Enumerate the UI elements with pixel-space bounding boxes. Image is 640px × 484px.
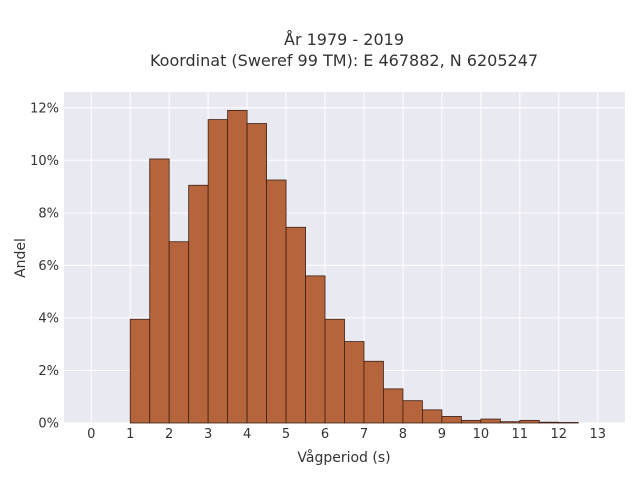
y-axis-label: Andel (13, 238, 29, 278)
y-tick-label: 2% (38, 364, 59, 379)
chart-title-line2: Koordinat (Sweref 99 TM): E 467882, N 62… (150, 51, 538, 70)
histogram-bar (168, 241, 190, 424)
histogram-bar (383, 388, 404, 424)
x-tick-label: 5 (282, 427, 290, 442)
x-tick-label: 9 (438, 427, 446, 442)
x-axis-label: Vågperiod (s) (297, 449, 390, 466)
histogram-bar (422, 409, 443, 424)
histogram-bar (441, 416, 462, 424)
x-tick-label: 4 (243, 427, 251, 442)
y-tick-label: 12% (30, 101, 59, 116)
histogram-bar (519, 419, 540, 424)
y-tick-labels: 0% 2% 4% 6% 8% 10% 12% (30, 101, 59, 431)
y-tick-label: 10% (30, 154, 59, 169)
x-tick-label: 10 (473, 427, 490, 442)
x-tick-label: 3 (204, 427, 212, 442)
histogram-bar (460, 419, 482, 424)
histogram-bar (266, 179, 287, 424)
histogram-bar (499, 421, 521, 424)
chart-title-line1: År 1979 - 2019 (284, 30, 404, 49)
x-tick-label: 1 (126, 427, 134, 442)
x-tick-label: 0 (87, 427, 95, 442)
x-tick-label: 13 (589, 427, 606, 442)
histogram-bar (227, 109, 248, 424)
y-tick-label: 8% (38, 206, 59, 221)
histogram-bar (558, 422, 579, 424)
histogram-bar (149, 158, 170, 424)
y-tick-label: 4% (38, 311, 59, 326)
x-tick-label: 12 (550, 427, 567, 442)
histogram-bar (324, 318, 345, 424)
x-tick-label: 6 (321, 427, 329, 442)
histogram-bar (480, 418, 501, 424)
histogram-bar (305, 275, 326, 424)
x-tick-label: 7 (360, 427, 368, 442)
histogram-bar (402, 400, 423, 424)
histogram-bars (129, 109, 579, 424)
histogram-bar (246, 123, 267, 424)
histogram-bar (538, 421, 560, 424)
histogram-bar (188, 184, 209, 424)
histogram-bar (129, 318, 151, 424)
x-tick-label: 8 (399, 427, 407, 442)
x-tick-label: 2 (165, 427, 173, 442)
y-tick-label: 0% (38, 417, 59, 432)
histogram-bar (207, 119, 229, 424)
histogram-bar (344, 341, 365, 424)
x-tick-label: 11 (512, 427, 529, 442)
x-tick-labels: 0 1 2 3 4 5 6 7 8 9 10 11 12 13 (87, 427, 606, 442)
histogram-bar (285, 226, 306, 424)
y-tick-label: 6% (38, 259, 59, 274)
histogram-bar (363, 360, 384, 424)
